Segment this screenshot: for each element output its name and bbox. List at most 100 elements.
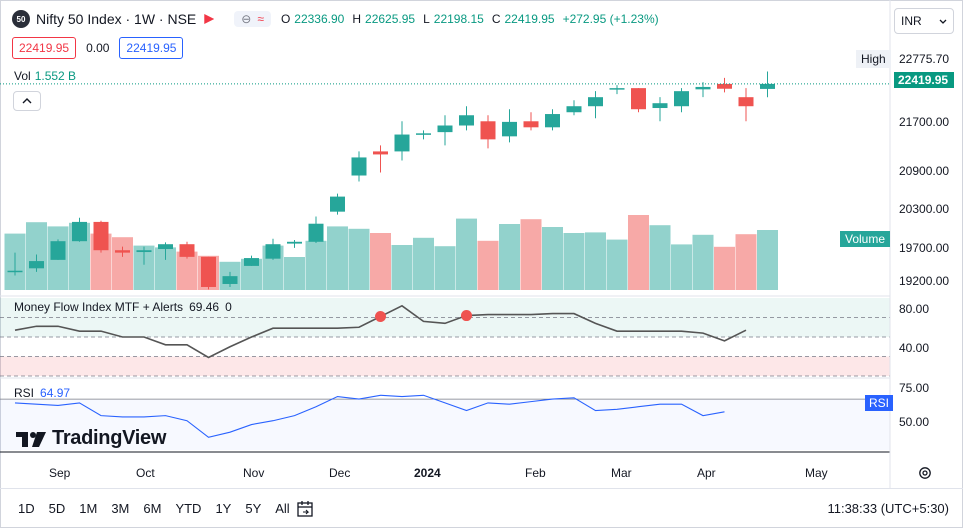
volume-bar [370,233,391,290]
range-1m[interactable]: 1M [79,501,98,516]
clock[interactable]: 11:38:33 (UTC+5:30) [827,501,949,516]
calendar-icon [297,501,313,517]
candle-body [695,86,711,90]
volume-bar [348,228,370,290]
candle-body [244,258,259,266]
ohlc-close: 22419.95 [504,12,555,26]
candle-body [115,250,130,253]
mfi-alert-dot [375,311,386,323]
time-tick: Mar [611,466,632,480]
range-ytd[interactable]: YTD [175,501,202,516]
mfi-zero: 0 [225,300,232,314]
mfi-tick: 40.00 [899,341,930,355]
candle-body [373,151,388,155]
price-tick: 20300.00 [899,202,950,216]
symbol-title[interactable]: Nifty 50 Index · 1W · NSE [36,11,197,27]
mfi-oversold-zone [0,356,890,376]
currency-select[interactable]: INR [894,8,954,34]
sell-price-button[interactable]: 22419.95 [12,37,77,59]
rsi-tag: RSI [865,395,894,411]
candle-body [437,125,453,133]
candle-body [201,256,216,287]
candle-body [566,106,582,113]
buy-price-button[interactable]: 22419.95 [119,37,184,59]
range-5y[interactable]: 5Y [245,501,262,516]
volume-bar [606,239,628,290]
candle-body [7,270,23,273]
volume-legend-label: Vol [14,69,31,83]
symbol-badge: 50 [12,10,30,28]
time-tick: Nov [243,466,265,480]
time-tick: May [805,466,828,480]
gear-icon [919,467,931,479]
range-3m[interactable]: 3M [111,501,130,516]
tradingview-logo[interactable]: TradingView [16,427,166,450]
currency-value: INR [901,14,922,28]
candle-body [158,244,173,250]
volume-bar [757,230,778,290]
ohlc-high-label: H [352,12,362,26]
range-all[interactable]: All [275,501,290,516]
ohlc-low-label: L [423,12,430,26]
high-label: High [856,50,891,68]
rsi-line [14,394,725,438]
volume-bar [649,225,671,290]
candle-body [609,88,625,90]
volume-bar [434,246,456,290]
volume-bar [391,245,413,290]
volume-bar [327,226,348,290]
volume-bar [520,219,542,290]
tradingview-icon [16,431,46,447]
minus-icon[interactable]: ⊖ [241,12,252,26]
time-tick: Sep [49,466,71,480]
volume-bar [735,234,757,290]
volume-bar [456,218,477,290]
volume-bar [413,237,434,290]
bottom-toolbar: 1D 5D 1M 3M 6M YTD 1Y 5Y All 11:38:33 (U… [0,488,963,528]
symbol-legend[interactable]: 50 Nifty 50 Index · 1W · NSE ⊖ ≈ O 22336.… [12,10,663,28]
mfi-tick: 80.00 [899,302,930,316]
market-status-icon [204,14,215,24]
chart-settings-button[interactable] [916,465,934,483]
price-chart[interactable] [0,0,963,490]
compare-toggle[interactable]: ⊖ ≈ [234,11,271,27]
candle-body [416,133,431,135]
candle-body [351,157,367,176]
candle-body [760,83,775,89]
ohlc-open: 22336.90 [294,12,345,26]
rsi-indicator [14,394,725,438]
volume-bar [305,240,327,290]
range-1y[interactable]: 1Y [215,501,232,516]
volume-bar [155,247,176,290]
candle-body [545,114,560,128]
ohlc-values: O 22336.90 H 22625.95 L 22198.15 C 22419.95 … [281,12,663,26]
volume-bar [542,227,563,290]
volume-bar [714,246,735,290]
volume-legend[interactable]: Vol 1.552 B [14,69,76,83]
candle-body [308,223,324,242]
candle-body [631,88,646,110]
mfi-indicator [14,304,747,359]
collapse-legend-button[interactable] [13,91,41,111]
candle-body [265,244,281,259]
time-tick: 2024 [414,466,441,480]
rsi-value: 64.97 [40,386,71,400]
range-6m[interactable]: 6M [143,501,162,516]
spread-value: 0.00 [86,41,110,55]
volume-bar [499,224,520,290]
price-tick: 19700.00 [899,241,950,255]
candle-body [72,221,87,242]
mfi-alert-dot [461,310,472,322]
range-1d[interactable]: 1D [18,501,35,516]
wave-icon[interactable]: ≈ [257,12,264,26]
mfi-legend[interactable]: Money Flow Index MTF + Alerts 69.46 0 [14,300,232,314]
range-5d[interactable]: 5D [48,501,66,516]
volume-bar [176,251,198,290]
ohlc-change: +272.95 (+1.23%) [562,12,659,26]
volume-bar [671,244,692,290]
rsi-legend[interactable]: RSI 64.97 [14,386,70,400]
candle-body [674,91,689,107]
goto-date-button[interactable] [294,498,316,520]
ohlc-high: 22625.95 [365,12,416,26]
volume-bar [284,257,305,290]
